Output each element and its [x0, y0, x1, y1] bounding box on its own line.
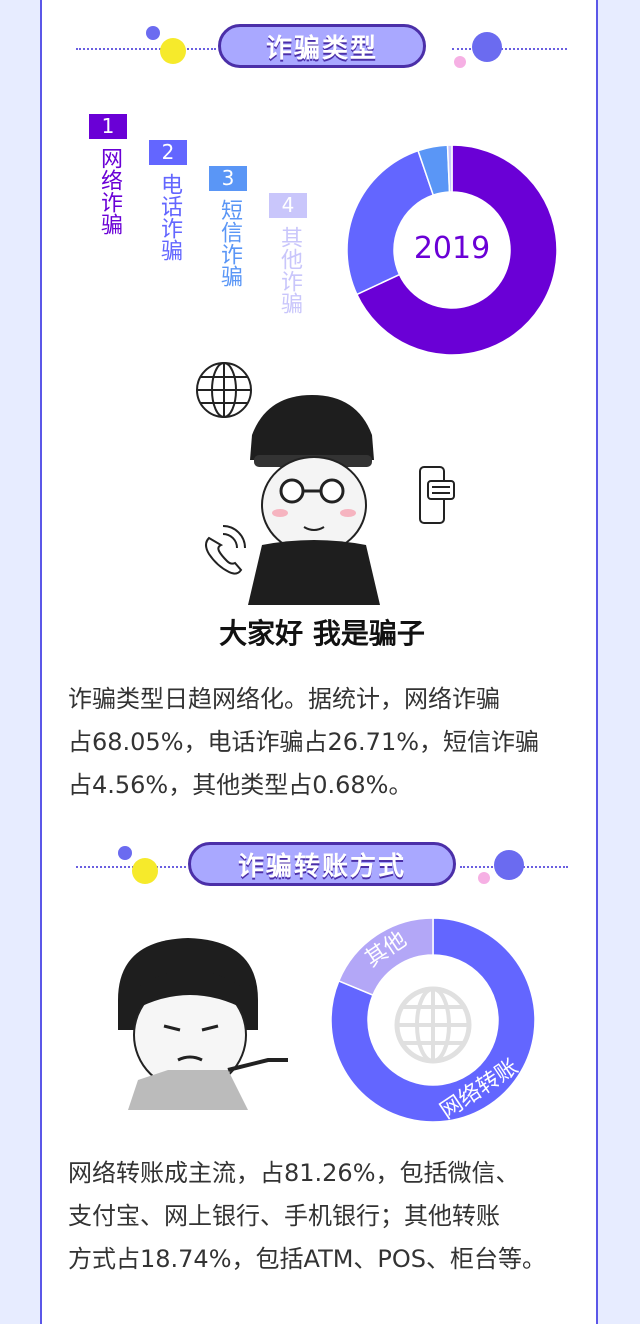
section-title: 诈骗转账方式 [188, 842, 456, 886]
text-line: 支付宝、网上银行、手机银行；其他转账 [68, 1202, 500, 1230]
decor-dot [454, 56, 466, 68]
paragraph-transfer-methods: 网络转账成主流，占81.26%，包括微信、 支付宝、网上银行、手机银行；其他转账… [68, 1152, 588, 1281]
legend-label: 网络诈骗 [97, 147, 122, 235]
decor-dot [478, 872, 490, 884]
legend-number: 3 [209, 166, 247, 191]
paragraph-fraud-types: 诈骗类型日趋网络化。据统计，网络诈骗 占68.05%，电话诈骗占26.71%，短… [68, 678, 588, 807]
legend-label: 短信诈骗 [217, 199, 242, 287]
text-line: 占68.05%，电话诈骗占26.71%，短信诈骗 [68, 728, 540, 756]
decor-dot [494, 850, 524, 880]
decor-dot [118, 846, 132, 860]
smartphone-message-icon [419, 466, 455, 524]
legend-label: 其他诈骗 [277, 226, 302, 314]
section-title: 诈骗类型 [218, 24, 426, 68]
hooded-character [248, 395, 380, 605]
donut-slice-1 [330, 917, 536, 1123]
legend-number: 2 [149, 140, 187, 165]
phone-icon [205, 525, 246, 575]
chart-center-label: 2019 [414, 231, 490, 266]
decor-dot [146, 26, 160, 40]
decor-dot [132, 858, 158, 884]
section-header-1: 诈骗类型 [42, 20, 600, 80]
pointing-character [118, 938, 288, 1110]
donut-slice-1 [355, 144, 558, 356]
globe-icon [196, 362, 252, 418]
section-header-2: 诈骗转账方式 [42, 838, 600, 898]
text-line: 方式占18.74%，包括ATM、POS、柜台等。 [68, 1245, 547, 1273]
content-card: 诈骗类型 1 网络诈骗 2 电话诈骗 3 短信诈骗 4 其他诈骗 2019 [40, 0, 598, 1324]
dotted-line-right [452, 48, 567, 50]
decor-dot [472, 32, 502, 62]
legend-label: 电话诈骗 [157, 173, 182, 261]
legend-number: 4 [269, 193, 307, 218]
dotted-line-left [76, 866, 186, 868]
dotted-line-left [76, 48, 216, 50]
decor-dot [160, 38, 186, 64]
donut-slice-2 [337, 917, 434, 997]
legend-item-4: 4 其他诈骗 [268, 193, 308, 314]
text-line: 诈骗类型日趋网络化。据统计，网络诈骗 [68, 685, 500, 713]
legend-item-1: 1 网络诈骗 [88, 114, 128, 235]
donut-slice-4 [446, 144, 453, 193]
legend-number: 1 [89, 114, 127, 139]
meme-caption: 大家好 我是骗子 [219, 617, 425, 650]
donut-chart-fraud-types: 2019 [346, 144, 558, 356]
donut-slice-2 [346, 149, 435, 296]
text-line: 占4.56%，其他类型占0.68%。 [68, 771, 413, 799]
text-line: 网络转账成主流，占81.26%，包括微信、 [68, 1159, 520, 1187]
meme-illustration [196, 362, 455, 605]
legend-item-2: 2 电话诈骗 [148, 140, 188, 261]
legend-item-3: 3 短信诈骗 [208, 166, 248, 287]
globe-icon [394, 986, 472, 1064]
